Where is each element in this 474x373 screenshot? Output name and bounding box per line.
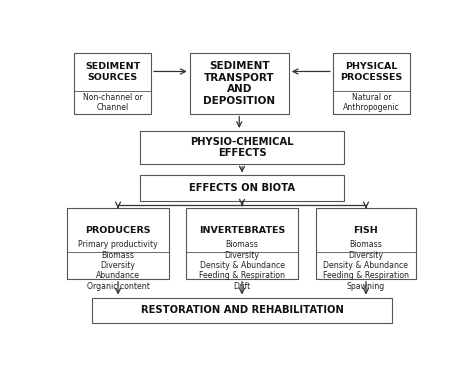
- Text: Non-channel or
Channel: Non-channel or Channel: [82, 93, 142, 112]
- Text: PRODUCERS: PRODUCERS: [85, 226, 151, 235]
- Text: FISH: FISH: [354, 226, 378, 235]
- Bar: [74, 53, 151, 114]
- Bar: [333, 53, 410, 114]
- Bar: [316, 209, 416, 279]
- Text: PHYSIO-CHEMICAL
EFFECTS: PHYSIO-CHEMICAL EFFECTS: [190, 137, 294, 158]
- Text: Biomass
Diversity
Density & Abundance
Feeding & Respiration
Drift: Biomass Diversity Density & Abundance Fe…: [199, 240, 285, 291]
- Text: Biomass
Diversity
Density & Abundance
Feeding & Respiration
Spawning: Biomass Diversity Density & Abundance Fe…: [323, 240, 409, 291]
- Bar: [140, 131, 344, 164]
- Text: PHYSICAL
PROCESSES: PHYSICAL PROCESSES: [340, 62, 402, 82]
- Text: Primary productivity
Biomass
Diversity
Abundance
Organic content: Primary productivity Biomass Diversity A…: [78, 240, 158, 291]
- Bar: [140, 175, 344, 201]
- Bar: [186, 209, 298, 279]
- Bar: [66, 209, 170, 279]
- Bar: [190, 53, 289, 114]
- Text: Natural or
Anthropogenic: Natural or Anthropogenic: [343, 93, 400, 112]
- Text: SEDIMENT
TRANSPORT
AND
DEPOSITION: SEDIMENT TRANSPORT AND DEPOSITION: [203, 61, 275, 106]
- Text: SEDIMENT
SOURCES: SEDIMENT SOURCES: [85, 62, 140, 82]
- Bar: [92, 298, 392, 323]
- Text: EFFECTS ON BIOTA: EFFECTS ON BIOTA: [189, 184, 295, 193]
- Text: INVERTEBRATES: INVERTEBRATES: [199, 226, 285, 235]
- Text: RESTORATION AND REHABILITATION: RESTORATION AND REHABILITATION: [141, 305, 344, 316]
